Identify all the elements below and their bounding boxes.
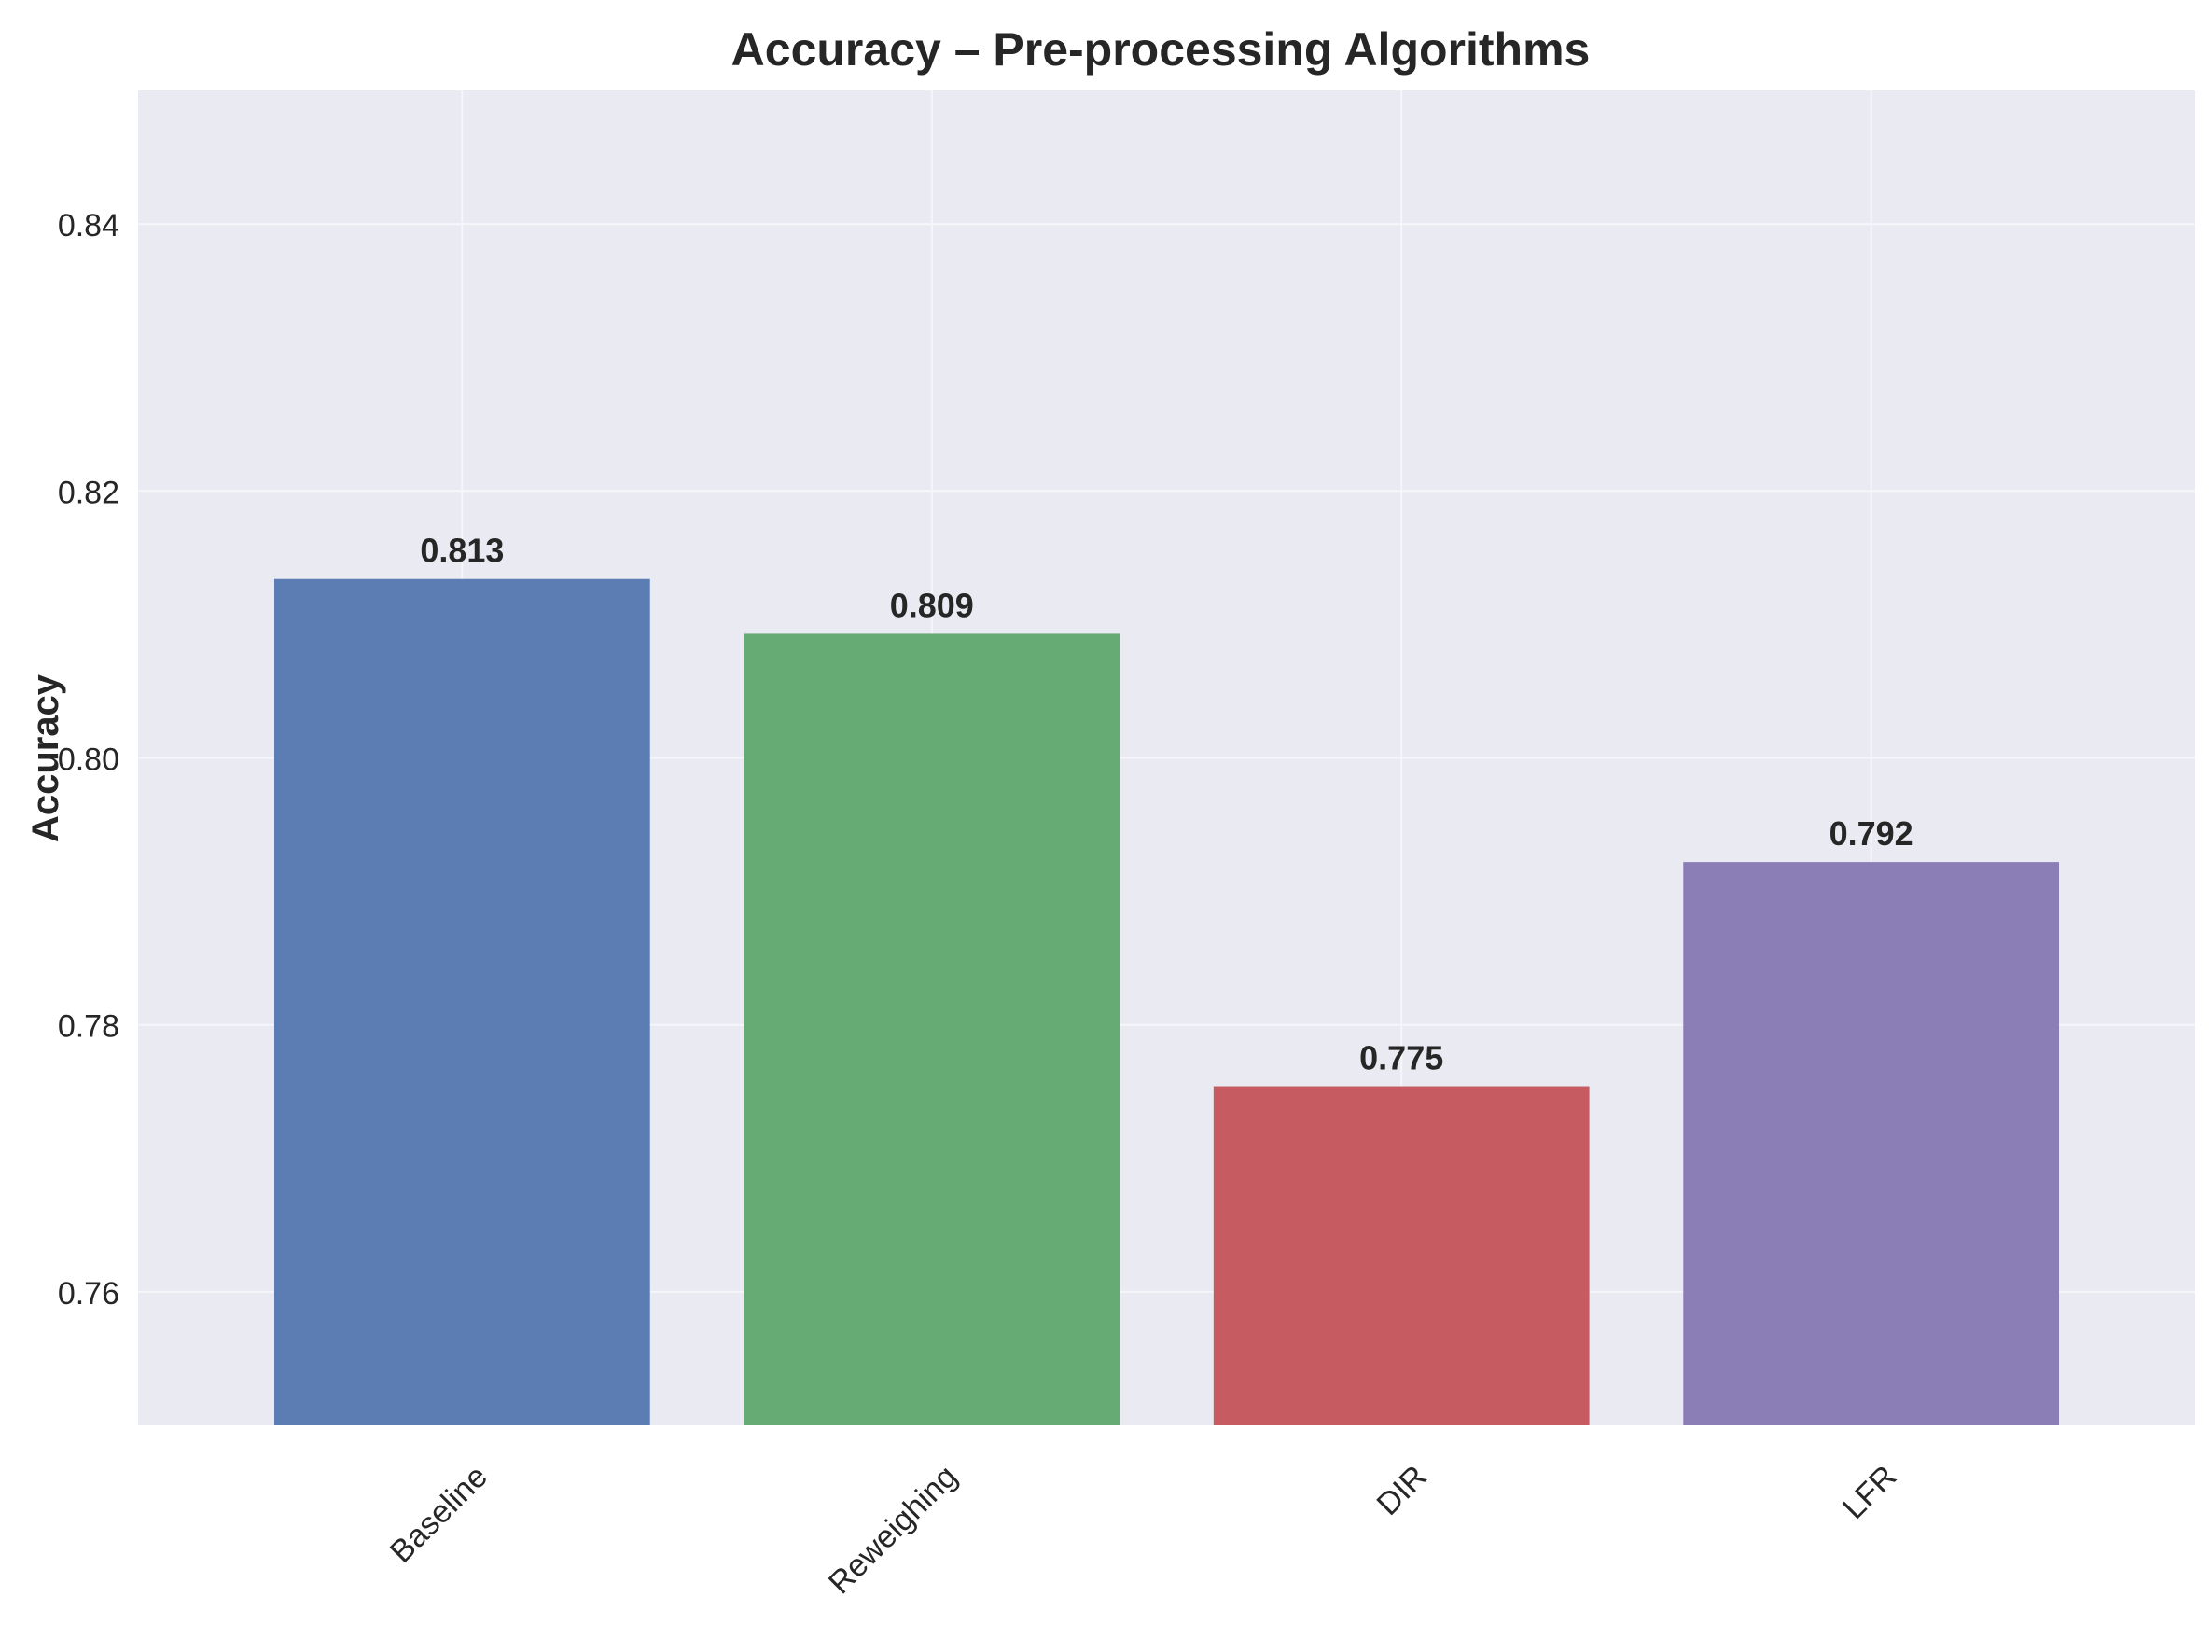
data-labels: 0.813 0.809 0.775 0.792: [420, 532, 1913, 1077]
bar-dir: [1213, 1086, 1590, 1425]
data-label: 0.792: [1829, 814, 1913, 853]
y-axis-label: Accuracy: [25, 673, 66, 842]
bar-baseline: [273, 578, 650, 1425]
data-label: 0.775: [1359, 1039, 1443, 1077]
bar-lfr: [1683, 862, 2060, 1425]
bar-reweighing: [744, 633, 1120, 1425]
y-tick-label: 0.80: [58, 743, 119, 778]
y-axis-ticks: 0.76 0.78 0.80 0.82 0.84: [58, 208, 119, 1312]
y-tick-label: 0.82: [58, 475, 119, 510]
chart-title: Accuracy – Pre-processing Algorithms: [731, 23, 1591, 76]
y-tick-label: 0.76: [58, 1276, 119, 1312]
bars: [273, 578, 2060, 1425]
data-label: 0.809: [890, 586, 974, 624]
y-tick-label: 0.84: [58, 208, 119, 243]
data-label: 0.813: [420, 532, 504, 570]
y-tick-label: 0.78: [58, 1009, 119, 1045]
